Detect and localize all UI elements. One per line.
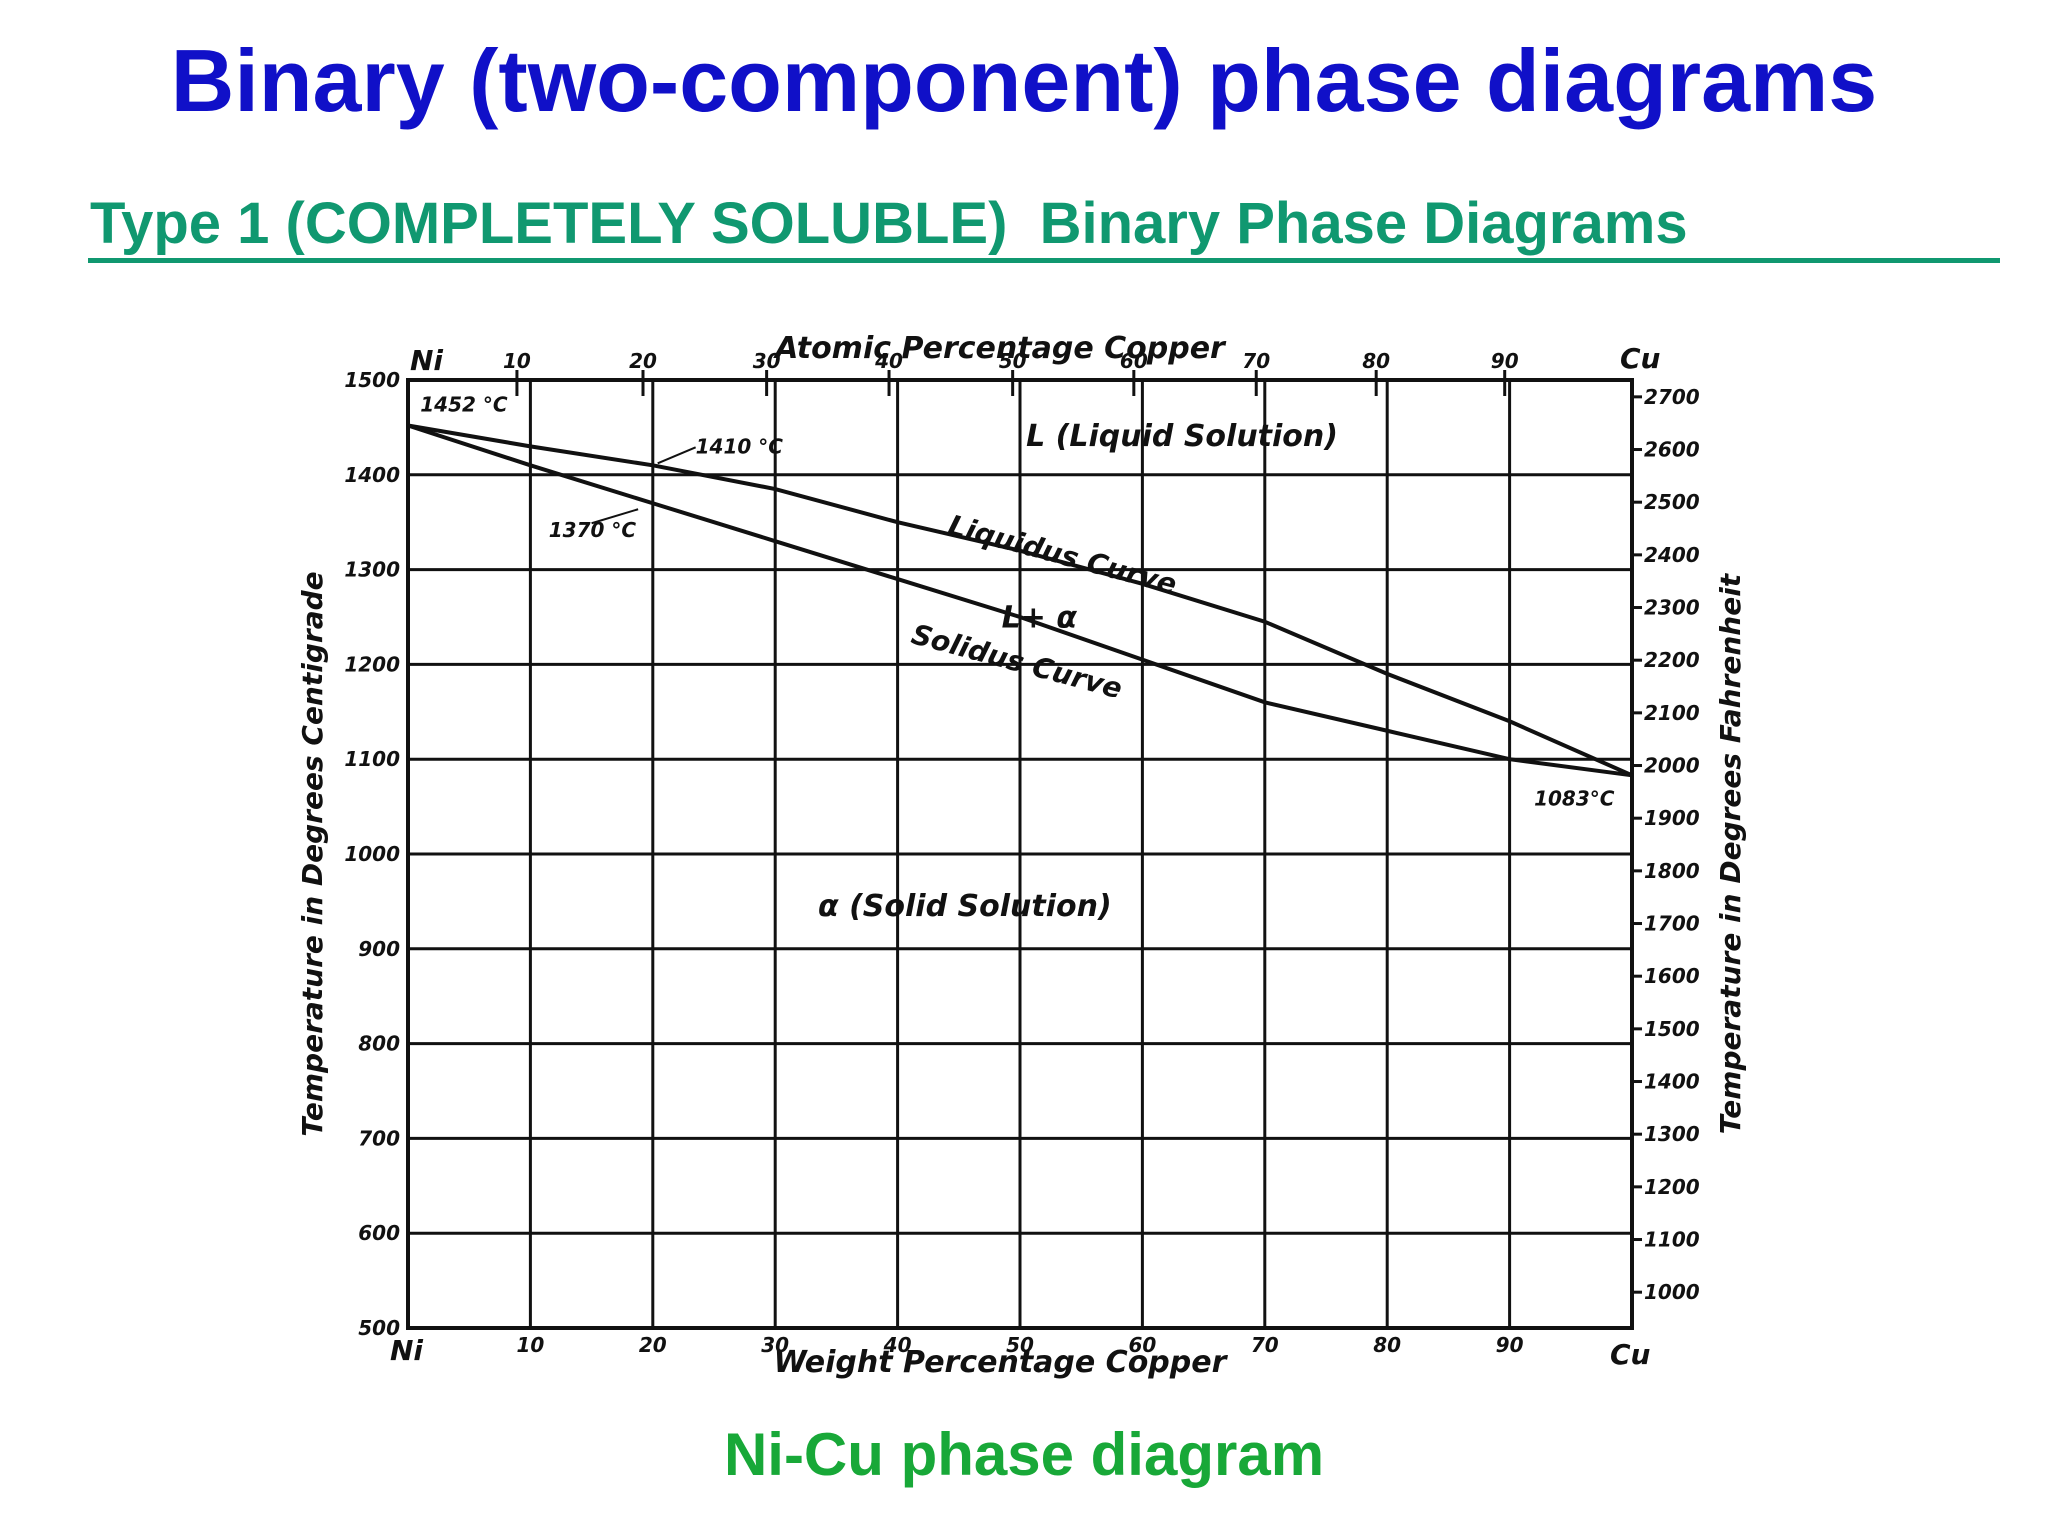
y-tick-label: 1100 bbox=[344, 747, 400, 771]
y-tick-label: 700 bbox=[358, 1126, 400, 1150]
y2-tick-label: 1500 bbox=[1644, 1017, 1700, 1041]
subtitle-underline bbox=[88, 258, 2000, 263]
x-tick-label: 10 bbox=[516, 1333, 544, 1357]
solidus-20-label: 1370 °C bbox=[549, 518, 637, 542]
liquidus-20-arrow bbox=[657, 446, 697, 465]
top-cu-label: Cu bbox=[1620, 342, 1661, 375]
x-tick-label: 50 bbox=[1006, 1333, 1034, 1357]
phase-curves bbox=[407, 423, 1633, 778]
y2-tick-label: 2600 bbox=[1644, 438, 1700, 462]
bottom-cu-label: Cu bbox=[1610, 1338, 1651, 1371]
y2-tick-label: 1700 bbox=[1644, 912, 1700, 936]
solidus-20-arrow bbox=[591, 508, 639, 525]
top-tick-label: 70 bbox=[1242, 349, 1270, 373]
ni-melting-label: 1452 °C bbox=[420, 393, 508, 417]
x-axis-title: Weight Percentage Copper bbox=[774, 1345, 1229, 1380]
y2-tick-label: 1400 bbox=[1644, 1070, 1700, 1094]
x-tick-label: 70 bbox=[1251, 1333, 1279, 1357]
y2-axis-title: Temperature in Degrees Fahrenheit bbox=[1714, 572, 1747, 1134]
y-tick-label: 900 bbox=[358, 937, 400, 961]
bottom-ni-label: Ni bbox=[390, 1334, 423, 1367]
liquidus-20-label: 1410 °C bbox=[696, 434, 784, 458]
top-axis-title: Atomic Percentage Copper bbox=[773, 331, 1227, 366]
top-tick-label: 30 bbox=[753, 349, 781, 373]
axis-ticks: 500 600 700 800 900 1000 1100 1200 1300 1400 1500 1… bbox=[344, 349, 1699, 1357]
y2-tick-label: 1300 bbox=[1644, 1122, 1700, 1146]
two-phase-label: L+ α bbox=[1002, 601, 1078, 636]
y-tick-label: 1500 bbox=[344, 368, 400, 392]
y2-tick-label: 1800 bbox=[1644, 859, 1700, 883]
y-axis-title: Temperature in Degrees Centigrade bbox=[296, 571, 329, 1136]
y2-tick-label: 2100 bbox=[1644, 701, 1700, 725]
y-tick-label: 600 bbox=[358, 1221, 400, 1245]
liquidus-label: Liquidus Curve bbox=[945, 508, 1180, 601]
y2-tick-label: 1100 bbox=[1644, 1228, 1700, 1252]
y2-tick-label: 2200 bbox=[1644, 648, 1700, 672]
figure-caption: Ni-Cu phase diagram bbox=[723, 1421, 1325, 1488]
top-tick-label: 90 bbox=[1491, 349, 1519, 373]
top-ni-label: Ni bbox=[410, 344, 443, 377]
y2-tick-label: 2700 bbox=[1644, 385, 1700, 409]
solidus-curve bbox=[407, 423, 1633, 778]
liquid-region-label: L (Liquid Solution) bbox=[1026, 419, 1338, 454]
y2-tick-label: 1200 bbox=[1644, 1175, 1700, 1199]
x-tick-label: 30 bbox=[761, 1333, 789, 1357]
cu-melting-label: 1083°C bbox=[1534, 786, 1615, 810]
liquidus-curve bbox=[407, 423, 1633, 778]
y-tick-label: 800 bbox=[358, 1032, 400, 1056]
y-tick-label: 1400 bbox=[344, 463, 400, 487]
slide-title: Binary (two-component) phase diagrams bbox=[170, 31, 1878, 130]
top-tick-label: 60 bbox=[1120, 349, 1148, 373]
x-tick-label: 40 bbox=[883, 1333, 912, 1357]
y-tick-label: 1300 bbox=[344, 558, 400, 582]
top-tick-label: 80 bbox=[1362, 349, 1390, 373]
y2-tick-label: 2000 bbox=[1644, 754, 1700, 778]
x-tick-label: 20 bbox=[639, 1333, 667, 1357]
solid-region-label: α (Solid Solution) bbox=[818, 889, 1112, 924]
top-tick-label: 20 bbox=[629, 349, 657, 373]
slide-subtitle: Type 1 (COMPLETELY SOLUBLE) Binary Phase… bbox=[90, 191, 1704, 256]
y2-tick-label: 1900 bbox=[1644, 806, 1700, 830]
y-tick-label: 1000 bbox=[344, 842, 400, 866]
y2-tick-label: 2300 bbox=[1644, 596, 1700, 620]
top-tick-label: 50 bbox=[999, 349, 1027, 373]
top-tick-label: 40 bbox=[874, 349, 903, 373]
y-tick-label: 1200 bbox=[344, 652, 400, 676]
y2-tick-label: 2500 bbox=[1644, 490, 1700, 514]
y2-tick-label: 1600 bbox=[1644, 964, 1700, 988]
y-tick-label: 500 bbox=[358, 1316, 400, 1340]
x-tick-label: 90 bbox=[1496, 1333, 1524, 1357]
y2-tick-label: 1000 bbox=[1644, 1280, 1700, 1304]
chart-grid bbox=[406, 378, 1634, 1330]
top-tick-label: 10 bbox=[503, 349, 531, 373]
y2-tick-label: 2400 bbox=[1644, 543, 1700, 567]
x-tick-label: 80 bbox=[1373, 1333, 1401, 1357]
x-tick-label: 60 bbox=[1128, 1333, 1156, 1357]
